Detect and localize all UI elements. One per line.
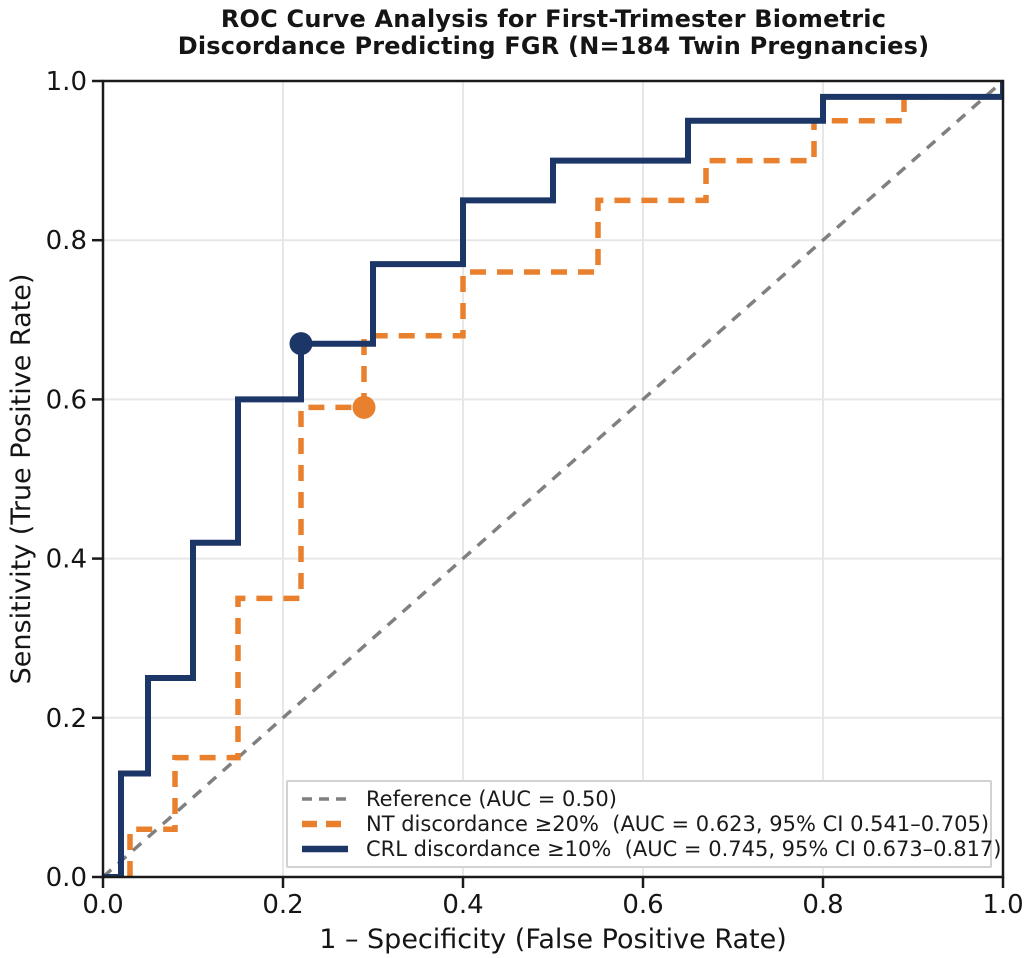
legend-item-reference: Reference (AUC = 0.50) xyxy=(296,786,982,811)
legend-label-reference: Reference (AUC = 0.50) xyxy=(366,786,617,811)
legend-label-nt-discordance: NT discordance ≥20% (AUC = 0.623, 95% CI… xyxy=(366,811,990,836)
roc-curves xyxy=(103,81,1003,877)
chart-title-line-1: ROC Curve Analysis for First-Trimester B… xyxy=(220,5,887,33)
y-tick-label: 0.4 xyxy=(46,545,87,575)
y-tick-label: 1.0 xyxy=(46,67,87,97)
x-tick-label: 0.4 xyxy=(442,890,483,920)
y-tick-label: 0.6 xyxy=(46,385,87,415)
curve-reference xyxy=(103,81,1003,877)
marker-crl-discordance xyxy=(289,332,313,356)
x-tick-label: 1.0 xyxy=(982,890,1023,920)
legend-item-nt-discordance: NT discordance ≥20% (AUC = 0.623, 95% CI… xyxy=(296,811,989,836)
x-tick-label: 0.6 xyxy=(622,890,663,920)
plot-border xyxy=(101,79,1005,879)
curve-crl-discordance xyxy=(103,81,1003,877)
legend-line-sample-crl-discordance xyxy=(302,846,348,853)
chart-title-line-2: Discordance Predicting FGR (N=184 Twin P… xyxy=(177,32,930,60)
y-axis-label: Sensitivity (True Positive Rate) xyxy=(6,274,37,685)
x-tick-label: 0.0 xyxy=(82,890,123,920)
y-tick-label: 0.8 xyxy=(46,226,87,256)
optimal-threshold-markers xyxy=(289,332,376,419)
x-tick-label: 0.8 xyxy=(802,890,843,920)
legend-line-sample-nt-discordance xyxy=(302,820,348,828)
y-tick-label: 0.0 xyxy=(46,863,87,893)
axis-ticks: 0.0 0.2 0.4 0.6 0.8 1.0 0.0 0.2 0.4 0.6 0.8 1.0 xyxy=(46,67,1024,920)
legend: Reference (AUC = 0.50) NT discordance ≥20… xyxy=(286,780,1002,868)
plot-frame xyxy=(101,79,1005,879)
legend-line-sample-reference xyxy=(302,796,348,801)
marker-nt-discordance xyxy=(352,395,376,419)
x-tick-label: 0.2 xyxy=(262,890,303,920)
curve-nt-discordance xyxy=(103,81,1003,877)
chart-title: ROC Curve Analysis for First-Trimester B… xyxy=(80,6,1027,60)
x-axis-label: 1 – Specificity (False Positive Rate) xyxy=(319,924,787,955)
legend-label-crl-discordance: CRL discordance ≥10% (AUC = 0.745, 95% C… xyxy=(366,837,1002,862)
y-tick-label: 0.2 xyxy=(46,704,87,734)
legend-item-crl-discordance: CRL discordance ≥10% (AUC = 0.745, 95% C… xyxy=(296,837,1002,862)
